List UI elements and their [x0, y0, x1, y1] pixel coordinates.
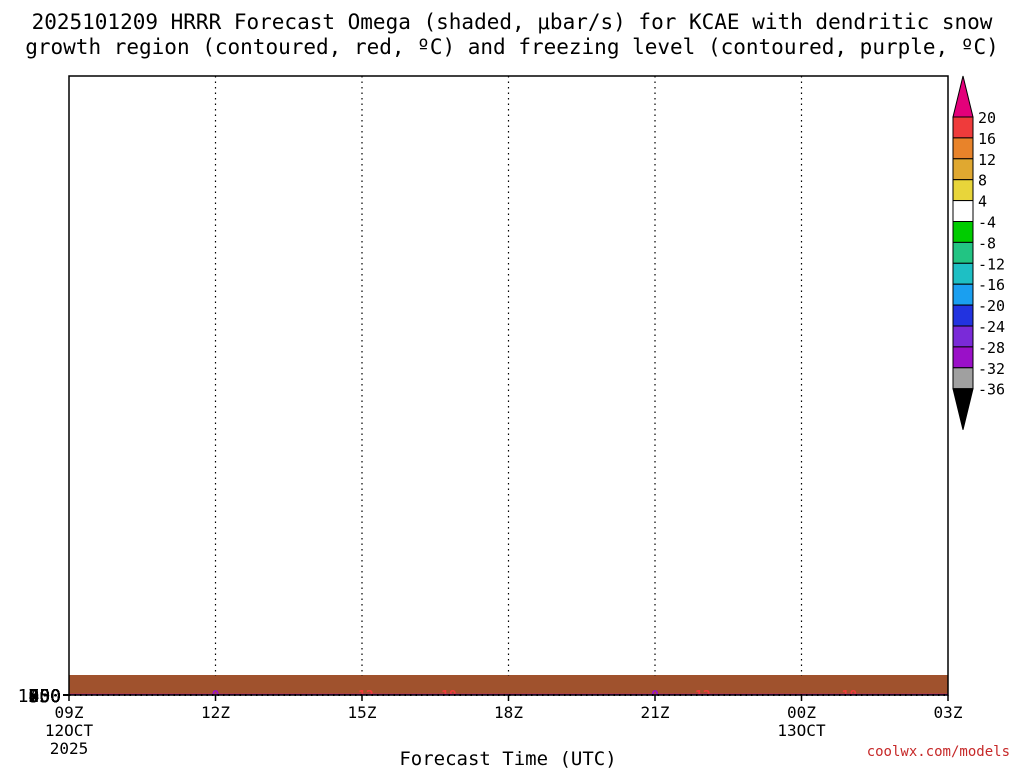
y-tick-label: 400	[28, 686, 61, 707]
x-tick-label: 15Z	[348, 703, 377, 722]
y-tick-label: 450	[28, 686, 61, 707]
colorbar-swatch	[952, 116, 974, 139]
x-tick-label: 00Z	[787, 703, 816, 722]
credit-text[interactable]: coolwx.com/models	[866, 744, 1010, 760]
x-tick-label: 09Z	[55, 703, 84, 722]
colorbar-swatch	[952, 221, 974, 243]
colorbar-swatch	[952, 304, 974, 327]
colorbar-swatch	[952, 200, 974, 223]
colorbar-label: -20	[978, 297, 1005, 315]
surface-ground-band	[69, 675, 948, 695]
x-axis-label: Forecast Time (UTC)	[399, 748, 616, 768]
y-tick-label: 250	[28, 686, 61, 707]
y-tick-label: 800	[28, 686, 61, 707]
colorbar-label: -16	[978, 276, 1005, 294]
colorbar-swatch	[952, 158, 974, 181]
colorbar-label: -28	[978, 339, 1005, 357]
colorbar-label: -8	[978, 234, 996, 252]
colorbar-swatch	[952, 367, 974, 390]
y-tick-label: 500	[28, 686, 61, 707]
y-tick-label: 1000	[18, 686, 61, 707]
colorbar-label: 4	[978, 193, 987, 211]
y-tick-label: 550	[28, 686, 61, 707]
colorbar-label: -32	[978, 360, 1005, 378]
x-tick-label: 18Z	[494, 703, 523, 722]
y-tick-label: 350	[28, 686, 61, 707]
colorbar: 20 16 12 8 4 -4 -8 -12 -16 -20 -24 -28 -32 -36	[952, 75, 1005, 430]
colorbar-label: 8	[978, 172, 987, 190]
colorbar-label: 12	[978, 151, 996, 169]
chart-title-line-2: growth region (contoured, red, ºC) and f…	[25, 35, 999, 59]
dgz-minus18-label: -18	[433, 689, 457, 704]
colorbar-label: -36	[978, 381, 1005, 399]
y-tick-label: 700	[28, 686, 61, 707]
y-tick-label: 650	[28, 686, 61, 707]
colorbar-label: -24	[978, 318, 1005, 336]
x-tick-label: 03Z	[934, 703, 963, 722]
colorbar-swatch	[952, 346, 974, 369]
y-tick-label: 900	[28, 686, 61, 707]
colorbar-min-arrow	[952, 388, 974, 430]
contour-layer: -18 -18 -12 -12 0 0	[69, 689, 948, 704]
chart-title-line-1: 2025101209 HRRR Forecast Omega (shaded, …	[31, 10, 993, 34]
plot-area	[69, 675, 948, 695]
y-tick-label: 950	[28, 686, 61, 707]
x-tick-year-label: 2025	[50, 739, 89, 758]
colorbar-label: 16	[978, 130, 996, 148]
colorbar-swatch	[952, 262, 974, 285]
x-tick-label: 12Z	[201, 703, 230, 722]
colorbar-label: 20	[978, 109, 996, 127]
dgz-minus12-label: -12	[687, 689, 710, 704]
freezing-level-label: 0	[212, 689, 220, 704]
colorbar-swatch	[952, 241, 974, 264]
x-tick-label: 21Z	[641, 703, 670, 722]
dgz-minus12-label: -12	[350, 689, 373, 704]
y-tick-label: 850	[28, 686, 61, 707]
x-tick-date-label: 13OCT	[777, 721, 826, 740]
colorbar-swatch	[952, 137, 974, 160]
y-tick-label: 300	[28, 686, 61, 707]
colorbar-swatch	[952, 325, 974, 348]
colorbar-label: -12	[978, 255, 1005, 273]
y-tick-label: 600	[28, 686, 61, 707]
y-tick-label: 750	[28, 686, 61, 707]
colorbar-swatch	[952, 283, 974, 306]
colorbar-swatch	[952, 179, 974, 202]
dgz-minus18-label: -18	[834, 689, 858, 704]
x-tick-date-label: 12OCT	[45, 721, 94, 740]
axes-layer: 2503003504004505005506006507007508008509…	[18, 75, 963, 758]
colorbar-max-arrow	[952, 75, 974, 118]
freezing-level-label: 0	[651, 689, 659, 704]
colorbar-label: -4	[978, 214, 996, 232]
